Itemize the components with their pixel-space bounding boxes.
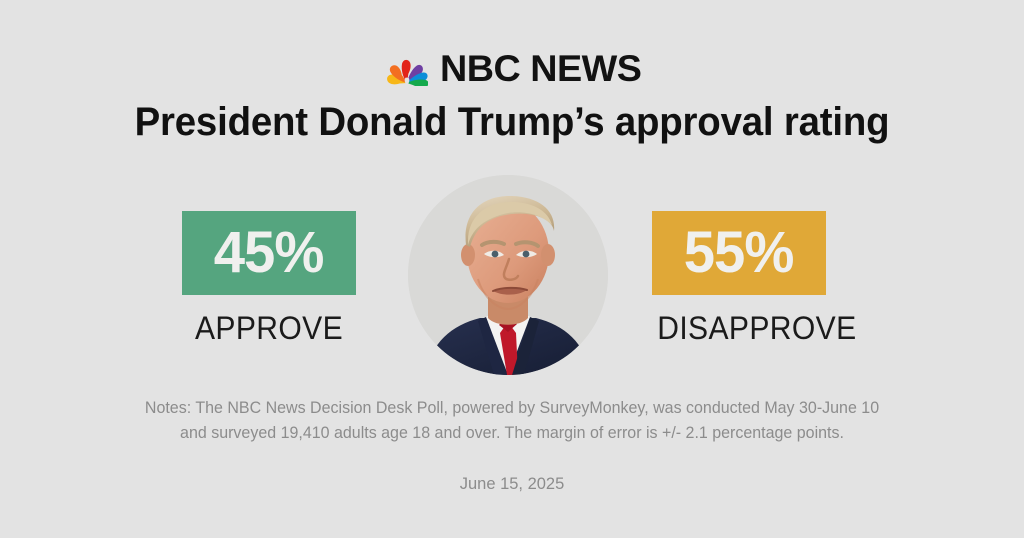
approve-bar: 45% bbox=[182, 211, 356, 295]
publish-date: June 15, 2025 bbox=[459, 474, 565, 493]
page-title: President Donald Trump’s approval rating bbox=[134, 100, 890, 144]
stat-block-approve: 45% APPROVE bbox=[182, 211, 356, 344]
trump-portrait-avatar bbox=[408, 175, 608, 375]
nbc-peacock-icon bbox=[387, 59, 429, 86]
disapprove-label: DISAPPROVE bbox=[657, 310, 857, 346]
disapprove-value: 55% bbox=[684, 220, 795, 285]
brand-wordmark: NBC NEWS bbox=[440, 47, 642, 89]
approve-label: APPROVE bbox=[194, 310, 344, 346]
approve-value: 45% bbox=[214, 220, 325, 285]
notes-line-1: Notes: The NBC News Decision Desk Poll, … bbox=[144, 399, 880, 417]
stat-block-disapprove: 55% DISAPPROVE bbox=[652, 211, 857, 346]
disapprove-bar: 55% bbox=[652, 211, 826, 295]
notes-line-2: and surveyed 19,410 adults age 18 and ov… bbox=[180, 424, 844, 442]
methodology-notes: Notes: The NBC News Decision Desk Poll, … bbox=[15, 396, 1008, 446]
brand-header: NBC NEWS bbox=[0, 45, 1024, 91]
